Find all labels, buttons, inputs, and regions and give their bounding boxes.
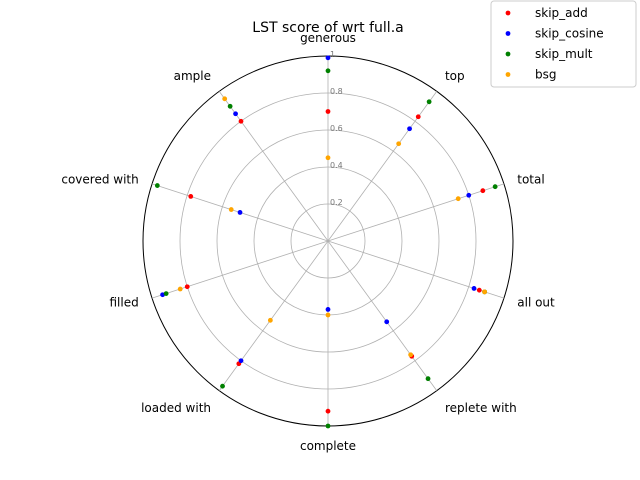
axis-spoke [218, 91, 329, 242]
legend-label: skip_mult [535, 47, 593, 61]
data-point-skip_add [480, 188, 486, 194]
data-point-skip_add [325, 109, 331, 114]
radial-tick-label: 0.2 [330, 198, 343, 207]
data-point-skip_cosine [466, 192, 472, 198]
legend-marker [505, 31, 511, 36]
legend-label: skip_add [535, 6, 588, 20]
axis-spoke [327, 240, 438, 391]
data-point-bsg [482, 289, 487, 295]
axis-spoke [218, 240, 329, 391]
data-point-skip_mult [154, 183, 160, 188]
data-point-skip_cosine [238, 358, 244, 364]
data-point-skip_add [238, 118, 244, 124]
legend-label: bsg [535, 68, 557, 82]
category-label: replete with [445, 401, 517, 415]
data-point-skip_mult [220, 383, 225, 389]
legend-marker [505, 10, 511, 16]
data-point-skip_cosine [325, 307, 331, 312]
data-point-skip_mult [325, 423, 331, 429]
radial-tick-labels: 0.2 0.4 0.6 0.8 1 [330, 50, 343, 207]
data-point-bsg [455, 196, 461, 202]
data-point-skip_mult [492, 184, 498, 190]
data-point-bsg [325, 312, 331, 318]
data-point-skip_mult [325, 68, 331, 74]
legend-marker [505, 72, 511, 77]
category-label: filled [110, 295, 139, 309]
axis-spoke [327, 91, 438, 242]
data-point-bsg [267, 317, 273, 323]
legend-label: skip_cosine [535, 27, 604, 41]
radial-tick-label: 0.4 [330, 161, 343, 170]
data-point-skip_add [415, 114, 421, 120]
data-points [154, 55, 498, 429]
data-point-skip_add [476, 287, 482, 293]
data-point-skip_mult [426, 99, 432, 105]
category-label: generous [300, 31, 356, 45]
data-point-bsg [325, 155, 331, 161]
category-label: top [445, 69, 465, 83]
category-labels: generous top total all out replete with compl… [61, 31, 555, 453]
radial-tick-label: 0.8 [330, 87, 343, 96]
category-label: ample [174, 69, 211, 83]
legend-box [490, 0, 637, 88]
category-label: all out [517, 295, 555, 309]
data-point-skip_cosine [233, 111, 238, 117]
data-point-skip_cosine [407, 126, 412, 132]
radial-tick-label: 0.6 [330, 124, 343, 133]
data-point-skip_mult [163, 291, 169, 296]
category-label: total [517, 173, 544, 187]
data-point-skip_cosine [237, 210, 243, 215]
data-point-skip_mult [227, 103, 233, 109]
data-point-bsg [408, 352, 414, 358]
axis-spoke [327, 183, 505, 242]
data-point-bsg [222, 96, 228, 102]
data-point-skip_cosine [325, 55, 331, 61]
category-label: covered with [61, 173, 138, 187]
data-point-bsg [396, 141, 402, 147]
data-point-skip_add [188, 194, 194, 199]
radial-tick-label: 1 [330, 50, 335, 59]
data-point-skip_add [325, 408, 331, 414]
legend-marker [505, 51, 511, 57]
data-point-skip_cosine [471, 286, 477, 291]
category-label: complete [300, 439, 356, 453]
data-point-bsg [177, 286, 183, 292]
data-point-bsg [228, 207, 234, 212]
category-label: loaded with [141, 401, 211, 415]
data-point-skip_add [184, 284, 190, 290]
data-point-skip_cosine [384, 319, 390, 325]
chart-title: LST score of wrt full.a [252, 20, 403, 36]
data-point-skip_mult [425, 376, 431, 382]
